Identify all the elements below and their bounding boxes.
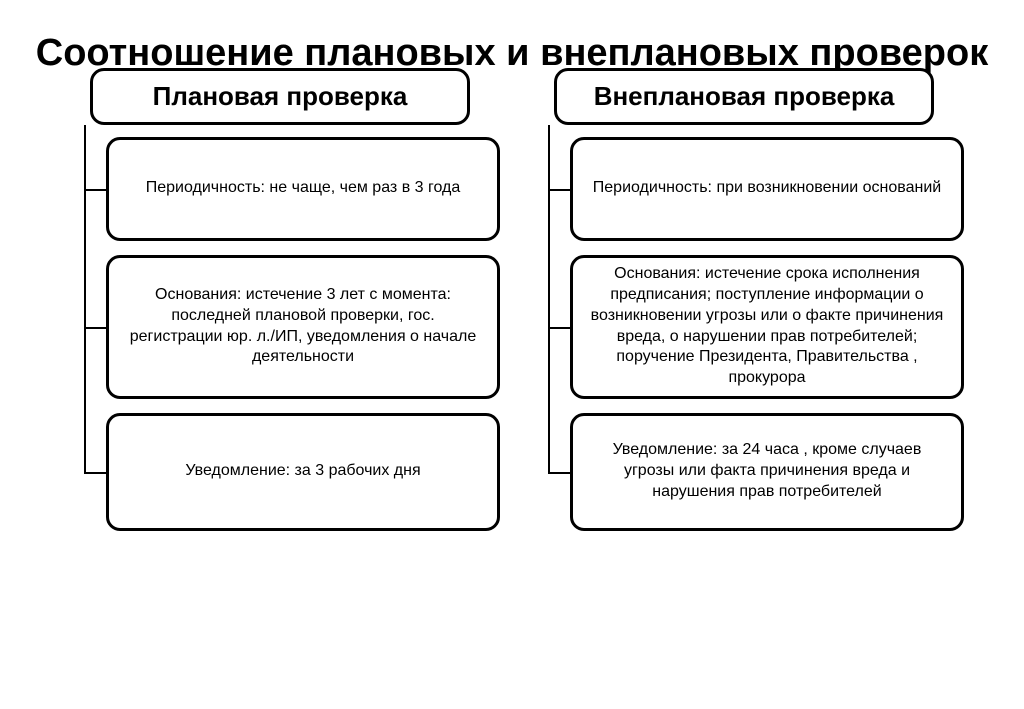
connector-trunk: [548, 125, 550, 472]
child-notification: Уведомление: за 24 часа , кроме случаев …: [570, 413, 964, 531]
child-stack-unplanned: Периодичность: при возникновении основан…: [570, 137, 964, 531]
column-unplanned: Внеплановая проверка Периодичность: при …: [524, 68, 964, 531]
connector-trunk: [84, 125, 86, 472]
columns-container: Плановая проверка Периодичность: не чаще…: [0, 68, 1024, 531]
connector-h: [84, 327, 108, 329]
page-title: Соотношение плановых и внеплановых прове…: [0, 0, 1024, 76]
header-planned: Плановая проверка: [90, 68, 470, 125]
child-periodicity: Периодичность: при возникновении основан…: [570, 137, 964, 241]
child-periodicity: Периодичность: не чаще, чем раз в 3 года: [106, 137, 500, 241]
connector-h: [548, 472, 572, 474]
connector-h: [548, 189, 572, 191]
connector-h: [548, 327, 572, 329]
header-unplanned: Внеплановая проверка: [554, 68, 934, 125]
child-grounds: Основания: истечение срока исполнения пр…: [570, 255, 964, 399]
column-planned: Плановая проверка Периодичность: не чаще…: [60, 68, 500, 531]
child-grounds: Основания: истечение 3 лет с момента: по…: [106, 255, 500, 399]
connector-h: [84, 472, 108, 474]
child-notification: Уведомление: за 3 рабочих дня: [106, 413, 500, 531]
child-stack-planned: Периодичность: не чаще, чем раз в 3 года…: [106, 137, 500, 531]
connector-h: [84, 189, 108, 191]
